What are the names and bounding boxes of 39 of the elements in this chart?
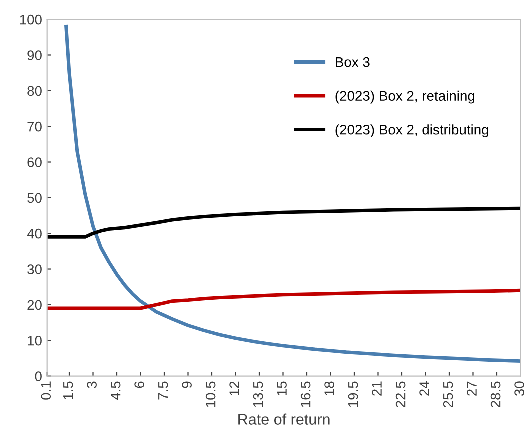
x-tick-label: 28.5 (490, 382, 501, 408)
x-tick-label: 9 (182, 382, 192, 388)
y-tick-label: 50 (28, 193, 42, 204)
y-tick-label: 10 (28, 336, 42, 346)
x-tick-label: 27 (467, 382, 477, 396)
x-tick-label: 18 (324, 382, 334, 396)
x-tick-label: 1.5 (64, 382, 74, 400)
x-tick-label: 12 (230, 382, 240, 396)
legend-label: (2023) Box 2, retaining (336, 90, 475, 104)
x-tick-label: 25.5 (443, 382, 454, 408)
y-tick-label: 40 (27, 228, 42, 239)
x-tick-label: 7.5 (158, 382, 168, 400)
y-tick-label: 20 (28, 300, 42, 310)
y-tick-label: 100 (20, 14, 42, 25)
x-tick-label: 19.5 (348, 382, 358, 408)
y-tick-label: 80 (28, 86, 42, 96)
line-series (47, 288, 521, 310)
legend-label: (2023) Box 2, distributing (336, 124, 488, 138)
x-tick-label: 24 (420, 382, 430, 396)
legend-label: Box 3 (336, 57, 370, 68)
y-tick-label: 70 (28, 122, 42, 132)
x-tick-label: 3 (87, 382, 97, 388)
x-tick-label: 16.5 (300, 382, 311, 408)
line-series (64, 24, 521, 364)
x-axis-title: Rate of return (238, 414, 330, 425)
line-series (47, 206, 521, 239)
x-tick-label: 6 (134, 382, 144, 388)
y-tick-label: 90 (28, 50, 42, 60)
y-tick-label: 0 (35, 372, 42, 382)
x-tick-label: 4.5 (111, 382, 121, 400)
x-tick-label: 22.5 (396, 382, 406, 408)
x-tick-label: 13.5 (253, 382, 264, 408)
x-tick-label: 10.5 (206, 382, 216, 408)
y-tick-label: 30 (28, 264, 42, 274)
y-tick-label: 60 (28, 158, 42, 168)
x-tick-label: 21 (372, 382, 382, 396)
x-tick-label: 30 (514, 382, 524, 396)
x-tick-label: 15 (277, 382, 287, 396)
x-tick-label: 0.1 (41, 382, 52, 400)
